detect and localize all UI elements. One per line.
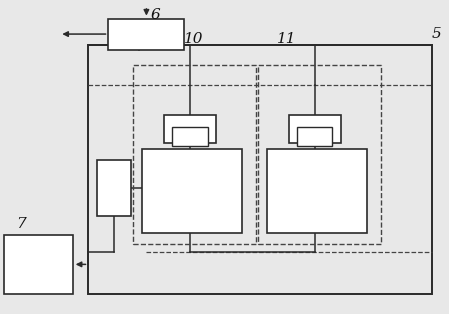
Bar (109, 19, 185, 50)
Text: 7: 7 (17, 217, 26, 231)
Bar (133, 65, 256, 244)
Text: 10: 10 (184, 32, 203, 46)
Text: 11: 11 (277, 32, 297, 46)
Bar (88, 45, 432, 294)
Bar (289, 115, 340, 143)
Bar (97, 160, 131, 216)
Bar (164, 115, 216, 143)
Bar (297, 127, 333, 146)
Bar (142, 149, 242, 233)
Text: 6: 6 (150, 8, 160, 22)
Bar (258, 65, 381, 244)
Bar (267, 149, 367, 233)
Bar (172, 127, 207, 146)
Text: 5: 5 (431, 27, 441, 41)
Bar (4, 235, 73, 294)
